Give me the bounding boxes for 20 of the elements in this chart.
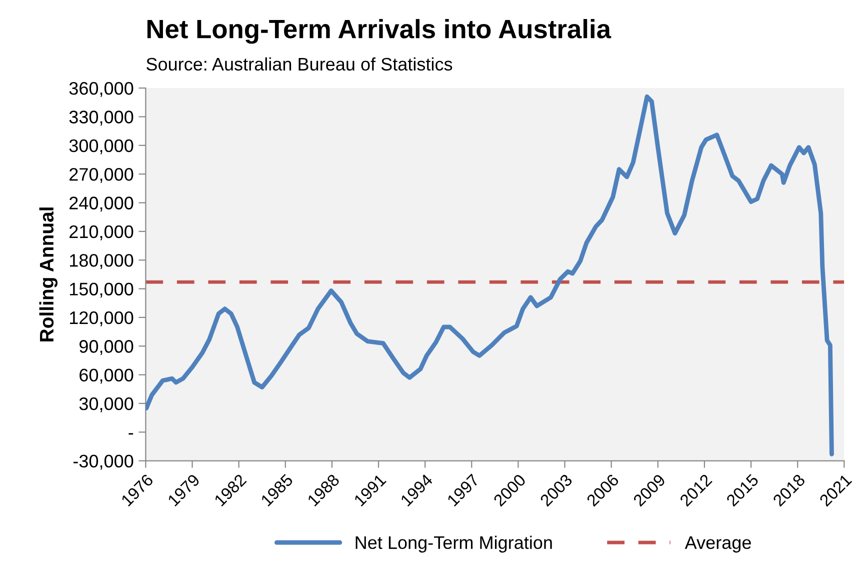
y-tick-label: - (128, 433, 134, 435)
y-tick-label: 330,000 (69, 110, 134, 126)
y-tick-label: 210,000 (70, 225, 134, 240)
line-series (146, 94, 834, 456)
legend-label: Average (684, 536, 751, 553)
y-tick-label: 150,000 (70, 282, 134, 298)
y-tick-label: -30,000 (73, 454, 134, 470)
chart-subtitle: Source: Australian Bureau of Statistics (146, 57, 452, 71)
y-axis-title: Rolling Annual (39, 208, 58, 342)
y-tick-label: 240,000 (70, 196, 134, 212)
y-tick-label: 360,000 (69, 82, 134, 97)
y-tick-label: 120,000 (70, 311, 134, 326)
legend-label: Net Long-Term Migration (356, 536, 552, 553)
y-tick-label: 180,000 (70, 254, 134, 269)
y-tick-label: 30,000 (79, 397, 134, 412)
y-tick-label: 300,000 (69, 139, 134, 154)
chart-title: Net Long-Term Arrivals into Australia (147, 19, 612, 44)
y-tick-label: 90,000 (80, 340, 134, 355)
y-tick-label: 60,000 (80, 368, 134, 384)
y-tick-label: 270,000 (70, 168, 134, 183)
